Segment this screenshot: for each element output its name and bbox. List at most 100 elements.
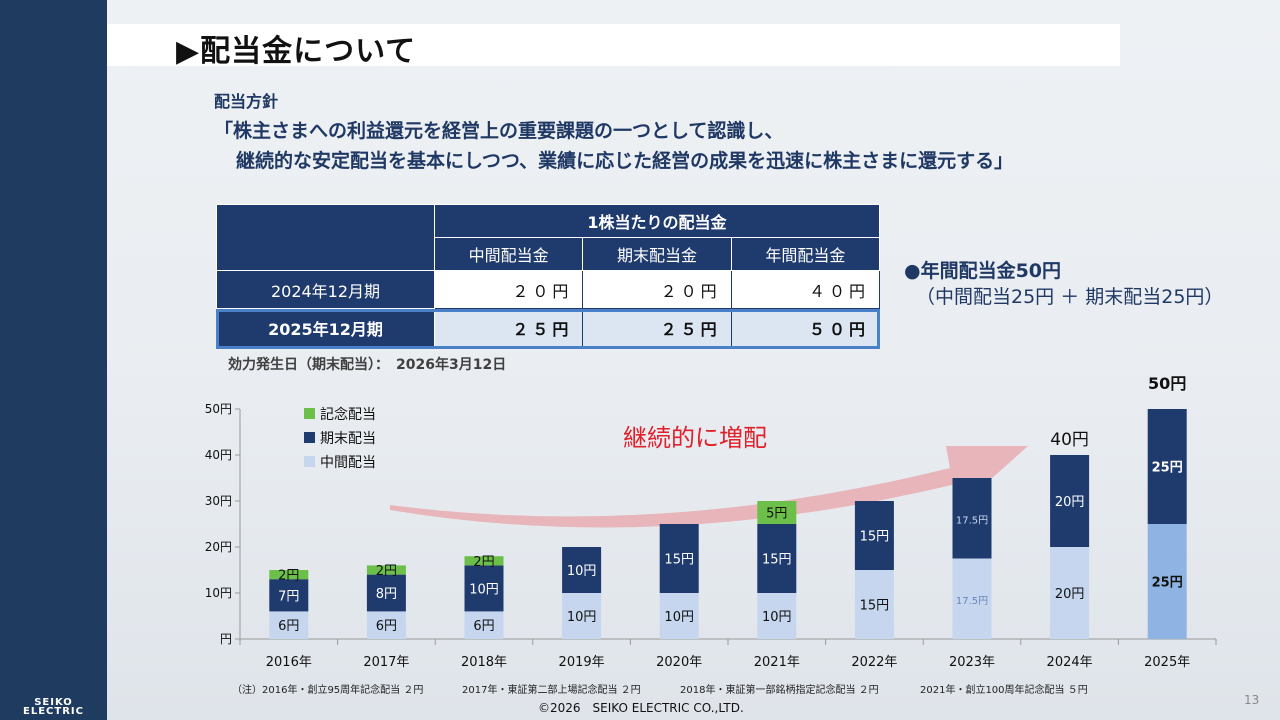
label-commemorative: 2円 (376, 564, 397, 579)
logo-line1: SEIKO (34, 697, 73, 708)
bar-year-end (1050, 455, 1090, 547)
page-number: 13 (1244, 693, 1260, 707)
bar-year-end (366, 574, 406, 612)
bar-year-end (757, 524, 797, 593)
label-year-end: 15円 (664, 553, 694, 568)
policy-line-2: 継続的な安定配当を基本にしつつ、業績に応じた経営の成果を迅速に株主さまに還元する… (236, 150, 1014, 172)
bar-year-end (952, 478, 992, 559)
label-interim: 20円 (1055, 587, 1085, 602)
title-bar (107, 24, 1120, 66)
label-year-end: 25円 (1152, 461, 1183, 476)
bar-commemorative (757, 501, 797, 524)
x-tick-label: 2020年 (656, 655, 702, 670)
bar-interim (952, 558, 992, 639)
label-year-end: 15円 (860, 530, 890, 545)
bar-commemorative (269, 570, 309, 580)
bar-interim (366, 611, 406, 639)
label-year-end: 7円 (278, 589, 299, 604)
label-interim: 25円 (1152, 576, 1183, 591)
table-row: 2024年12月期 ２０円 ２０円 ４０円 (216, 270, 881, 309)
sidebar (0, 0, 107, 720)
cell-2025-interim: ２５円 (433, 308, 584, 347)
annual-dividend-breakdown: （中間配当25円 ＋ 期末配当25円） (916, 286, 1224, 308)
legend-swatch (304, 456, 315, 467)
x-tick-label: 2019年 (559, 655, 605, 670)
growth-arrow (390, 446, 1028, 528)
cell-2024-year-end: ２０円 (582, 270, 732, 309)
y-tick-label: 40円 (205, 448, 232, 462)
x-tick-label: 2021年 (754, 655, 800, 670)
label-year-end: 10円 (469, 582, 499, 597)
policy-heading: 配当方針 (214, 92, 279, 111)
bar-year-end (269, 579, 309, 612)
legend-swatch (304, 432, 315, 443)
bar-interim (1147, 524, 1187, 639)
x-tick-label: 2023年 (949, 655, 995, 670)
label-interim: 15円 (860, 599, 890, 614)
col-interim: 中間配当金 (433, 237, 584, 271)
x-tick-label: 2024年 (1047, 655, 1093, 670)
label-year-end: 15円 (762, 553, 792, 568)
row-label-2024: 2024年12月期 (216, 270, 435, 309)
x-tick-label: 2017年 (363, 655, 409, 670)
label-commemorative: 5円 (766, 507, 787, 522)
legend-swatch (304, 408, 315, 419)
y-tick-label: 30円 (205, 494, 232, 508)
dividend-table: 1株当たりの配当金 中間配当金 期末配当金 年間配当金 2024年12月期 ２０… (216, 204, 881, 347)
total-label: 40円 (1050, 430, 1089, 450)
footnote-2018: 2018年・東証第一部銘柄指定記念配当 ２円 (680, 685, 879, 696)
legend-label: 記念配当 (320, 406, 376, 423)
y-tick-label: 50円 (205, 402, 232, 416)
table-group-header: 1株当たりの配当金 (434, 204, 880, 238)
total-label: 50円 (1148, 374, 1186, 393)
effective-date: 効力発生日（期末配当）： 2026年3月12日 (228, 357, 507, 373)
bar-commemorative (366, 565, 406, 575)
annual-dividend-note: ●年間配当金50円 (904, 260, 1062, 282)
x-tick-label: 2016年 (266, 655, 312, 670)
x-tick-label: 2022年 (851, 655, 897, 670)
bar-year-end (562, 547, 602, 593)
label-year-end: 8円 (376, 587, 397, 602)
bar-year-end (1147, 409, 1187, 524)
footnote-2017: 2017年・東証第二部上場記念配当 ２円 (462, 685, 641, 696)
label-year-end: 10円 (567, 564, 597, 579)
bar-year-end (464, 565, 504, 612)
label-interim: 17.5円 (956, 596, 988, 607)
label-interim: 10円 (762, 610, 792, 625)
y-tick-label: 円 (220, 632, 232, 646)
label-year-end: 17.5円 (956, 515, 988, 526)
y-tick-label: 10円 (205, 586, 232, 600)
legend-label: 期末配当 (320, 431, 376, 447)
footnote-2021: 2021年・創立100周年記念配当 ５円 (920, 685, 1088, 696)
y-tick-label: 20円 (205, 540, 232, 554)
label-year-end: 20円 (1055, 495, 1085, 510)
row-label-2025: 2025年12月期 (216, 308, 435, 347)
company-logo: SEIKO ELECTRIC (2, 697, 105, 717)
x-tick-label: 2018年 (461, 655, 507, 670)
copyright: ©2026 SEIKO ELECTRIC CO.,LTD. (538, 701, 744, 715)
col-annual: 年間配当金 (730, 237, 881, 271)
table-corner (216, 204, 435, 271)
bar-interim (269, 611, 309, 639)
label-commemorative: 2円 (278, 569, 299, 584)
label-interim: 6円 (278, 619, 299, 634)
bar-commemorative (464, 556, 504, 566)
bar-interim (659, 593, 699, 639)
page-title: ▶配当金について (176, 34, 417, 69)
col-year-end: 期末配当金 (582, 237, 732, 271)
policy-line-1: 「株主さまへの利益還元を経営上の重要課題の一つとして認識し、 (214, 120, 784, 142)
cell-2025-annual: ５０円 (730, 308, 881, 347)
cell-2025-year-end: ２５円 (582, 308, 732, 347)
x-tick-label: 2025年 (1144, 655, 1190, 670)
bar-interim (562, 593, 602, 639)
label-interim: 10円 (664, 610, 694, 625)
legend-label: 中間配当 (320, 455, 376, 471)
bar-interim (854, 570, 894, 639)
logo-line2: ELECTRIC (23, 706, 84, 717)
bar-interim (757, 593, 797, 639)
label-interim: 6円 (473, 619, 494, 634)
cell-2024-interim: ２０円 (433, 270, 584, 309)
label-commemorative: 2円 (473, 555, 494, 570)
bar-interim (1050, 547, 1090, 639)
